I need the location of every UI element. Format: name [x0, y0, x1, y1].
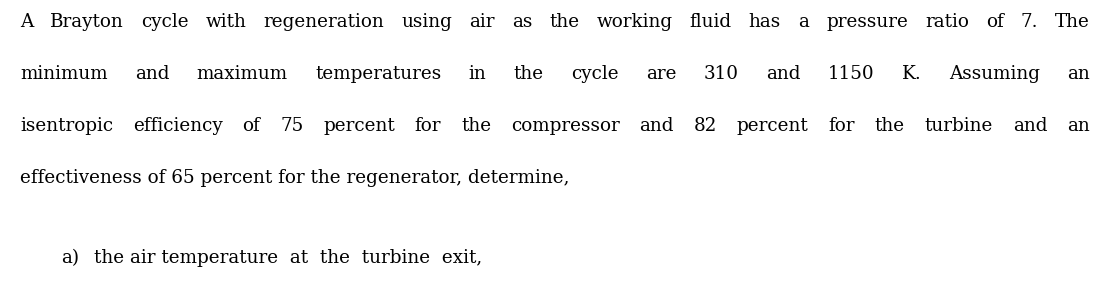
Text: a: a — [798, 13, 809, 31]
Text: a): a) — [61, 249, 79, 267]
Text: air: air — [470, 13, 495, 31]
Text: and: and — [639, 117, 674, 135]
Text: cycle: cycle — [141, 13, 189, 31]
Text: are: are — [646, 65, 677, 83]
Text: A: A — [20, 13, 33, 31]
Text: of: of — [242, 117, 260, 135]
Text: the: the — [549, 13, 579, 31]
Text: in: in — [468, 65, 486, 83]
Text: working: working — [596, 13, 673, 31]
Text: an: an — [1068, 117, 1090, 135]
Text: an: an — [1068, 65, 1090, 83]
Text: for: for — [828, 117, 855, 135]
Text: the air temperature  at  the  turbine  exit,: the air temperature at the turbine exit, — [94, 249, 483, 267]
Text: for: for — [415, 117, 441, 135]
Text: 310: 310 — [704, 65, 739, 83]
Text: The: The — [1056, 13, 1090, 31]
Text: maximum: maximum — [196, 65, 287, 83]
Text: percent: percent — [737, 117, 809, 135]
Text: has: has — [749, 13, 781, 31]
Text: and: and — [766, 65, 800, 83]
Text: isentropic: isentropic — [20, 117, 113, 135]
Text: turbine: turbine — [925, 117, 993, 135]
Text: using: using — [402, 13, 452, 31]
Text: temperatures: temperatures — [315, 65, 442, 83]
Text: 7.: 7. — [1020, 13, 1038, 31]
Text: Assuming: Assuming — [949, 65, 1040, 83]
Text: 1150: 1150 — [828, 65, 875, 83]
Text: percent: percent — [323, 117, 395, 135]
Text: 75: 75 — [280, 117, 303, 135]
Text: with: with — [205, 13, 246, 31]
Text: minimum: minimum — [20, 65, 108, 83]
Text: cycle: cycle — [572, 65, 618, 83]
Text: compressor: compressor — [511, 117, 619, 135]
Text: Brayton: Brayton — [50, 13, 124, 31]
Text: effectiveness of 65 percent for the regenerator, determine,: effectiveness of 65 percent for the rege… — [20, 169, 569, 187]
Text: the: the — [875, 117, 905, 135]
Text: and: and — [1013, 117, 1048, 135]
Text: as: as — [512, 13, 533, 31]
Text: efficiency: efficiency — [133, 117, 223, 135]
Text: K.: K. — [902, 65, 921, 83]
Text: pressure: pressure — [826, 13, 908, 31]
Text: the: the — [514, 65, 544, 83]
Text: ratio: ratio — [925, 13, 969, 31]
Text: fluid: fluid — [689, 13, 731, 31]
Text: regeneration: regeneration — [264, 13, 384, 31]
Text: of: of — [986, 13, 1003, 31]
Text: the: the — [461, 117, 491, 135]
Text: 82: 82 — [694, 117, 717, 135]
Text: and: and — [135, 65, 170, 83]
